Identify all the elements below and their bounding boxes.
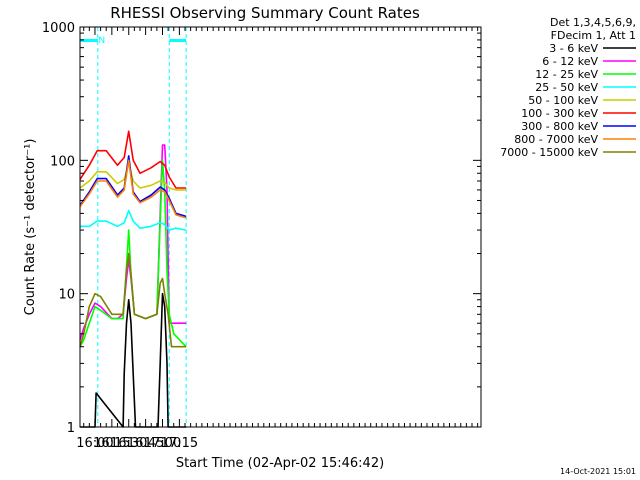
series-line-5 <box>79 130 187 189</box>
x-tick-label-1: 16:15 <box>93 436 130 451</box>
chart-title: RHESSI Observing Summary Count Rates <box>110 4 420 22</box>
y-tick-label-3: 1000 <box>42 21 75 36</box>
night-interval-bar-0 <box>80 39 98 42</box>
series-line-0 <box>80 292 187 428</box>
x-axis-label: Start Time (02-Apr-02 15:46:42) <box>176 456 384 471</box>
x-tick-label-3: 16:45 <box>127 436 164 451</box>
annotations: N <box>98 36 105 46</box>
series-line-7 <box>79 159 187 219</box>
series-line-4 <box>79 162 187 191</box>
y-tick-label-1: 10 <box>58 288 75 303</box>
x-tick-label-2: 16:30 <box>110 436 147 451</box>
annotation-0: N <box>98 36 105 46</box>
x-tick-label-0: 16:00 <box>76 436 113 451</box>
x-tick-label-4: 17:00 <box>144 436 181 451</box>
legend-label-4: 50 - 100 keV <box>528 94 598 107</box>
series-line-3 <box>80 209 187 231</box>
x-tick-label-5: 17:15 <box>161 436 198 451</box>
series-lines <box>79 130 187 428</box>
legend-label-5: 100 - 300 keV <box>521 107 598 120</box>
series-line-8 <box>79 252 187 348</box>
plot-frame <box>79 26 482 428</box>
legend-header-line-2: FDecim 1, Att 1 <box>551 29 636 42</box>
legend-label-3: 25 - 50 keV <box>535 81 598 94</box>
legend-label-6: 300 - 800 keV <box>521 120 598 133</box>
legend-label-7: 800 - 7000 keV <box>514 133 598 146</box>
legend-label-8: 7000 - 15000 keV <box>500 146 598 159</box>
y-axis-ticks: 1 10 100 1000 <box>42 21 481 436</box>
legend-label-2: 12 - 25 keV <box>535 68 598 81</box>
legend-label-0: 3 - 6 keV <box>549 42 598 55</box>
series-line-6 <box>79 155 187 218</box>
legend-header-line-1: Det 1,3,4,5,6,9, <box>550 16 636 29</box>
footer-date: 14-Oct-2021 15:01 <box>560 467 636 476</box>
y-tick-label-2: 100 <box>50 154 75 169</box>
legend-label-1: 6 - 12 keV <box>542 55 598 68</box>
night-interval-bar-1 <box>169 39 187 42</box>
legend: Det 1,3,4,5,6,9, FDecim 1, Att 1 3 - 6 k… <box>500 16 636 159</box>
y-axis-label: Count Rate (s⁻¹ detector⁻¹) <box>23 139 38 316</box>
y-tick-label-0: 1 <box>67 421 75 436</box>
